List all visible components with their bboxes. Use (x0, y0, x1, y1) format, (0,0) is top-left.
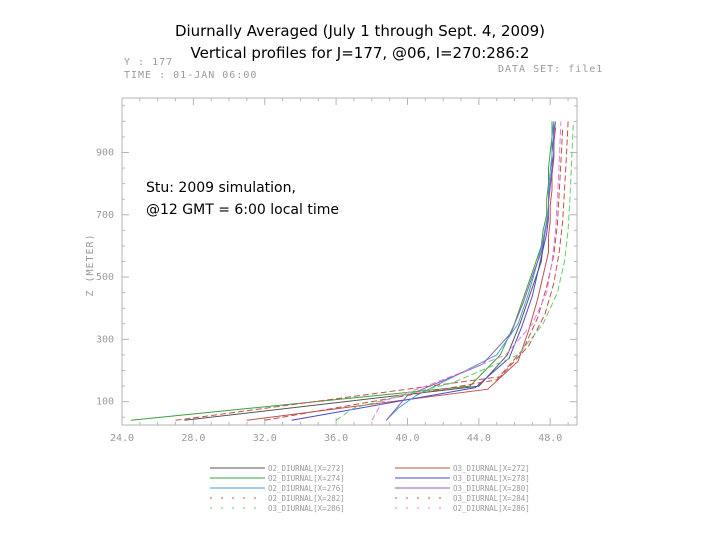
series-layer (130, 121, 574, 421)
legend-label: O3_DIURNAL[X=284] (453, 494, 530, 503)
annotation-line1: Stu: 2009 simulation, (146, 180, 296, 196)
chart-title-line2: Vertical profiles for J=177, @06, I=270:… (190, 44, 530, 62)
plot-frame (121, 97, 578, 426)
annotation-line2: @12 GMT = 6:00 local time (146, 202, 339, 218)
axis-ticks: 24.0 28.0 32.0 36.0 40.0 44.0 48.0 100 300 500 700… (96, 98, 577, 444)
legend-label: O3_DIURNAL[X=272] (453, 464, 530, 473)
series-line-3 (130, 121, 553, 421)
y-tick-label: 700 (96, 210, 114, 221)
legend-label: O2_DIURNAL[X=274] (268, 474, 345, 483)
y-tick-label: 100 (96, 397, 114, 408)
legend-label: O2_DIURNAL[X=286] (453, 504, 530, 513)
series-line-6 (385, 121, 557, 421)
legend-label: O2_DIURNAL[X=276] (268, 484, 345, 493)
x-tick-label: 40.0 (395, 433, 419, 444)
x-tick-label: 32.0 (253, 433, 277, 444)
series-line-2 (246, 127, 557, 421)
y-axis-label: Z (METER) (85, 233, 96, 296)
time-label: TIME : 01-JAN 06:00 (124, 70, 258, 81)
x-tick-label: 28.0 (181, 433, 205, 444)
legend-label: O3_DIURNAL[X=280] (453, 484, 530, 493)
series-line-7 (175, 121, 569, 421)
x-tick-label: 36.0 (324, 433, 348, 444)
y-tick-label: 300 (96, 334, 114, 345)
x-tick-label: 48.0 (538, 433, 562, 444)
series-line-1 (184, 121, 555, 421)
series-line-10 (371, 121, 562, 421)
dataset-label: DATA SET: file1 (498, 64, 604, 75)
legend-label: O2_DIURNAL[X=282] (268, 494, 345, 503)
y-tick-label: 900 (96, 148, 114, 159)
series-line-8 (264, 127, 564, 421)
chart-title-line1: Diurnally Averaged (July 1 through Sept.… (174, 22, 546, 40)
y-index-label: Y : 177 (124, 57, 174, 68)
legend: O2_DIURNAL[X=272] O3_DIURNAL[X=272] O2_DIU… (210, 464, 530, 513)
series-line-5 (385, 121, 555, 421)
y-tick-label: 500 (96, 272, 114, 283)
legend-label: O3_DIURNAL[X=278] (453, 474, 530, 483)
legend-label: O2_DIURNAL[X=272] (268, 464, 345, 473)
x-tick-label: 44.0 (467, 433, 491, 444)
x-tick-label: 24.0 (110, 433, 134, 444)
legend-label: O3_DIURNAL[X=286] (268, 504, 345, 513)
series-line-4 (291, 124, 555, 421)
